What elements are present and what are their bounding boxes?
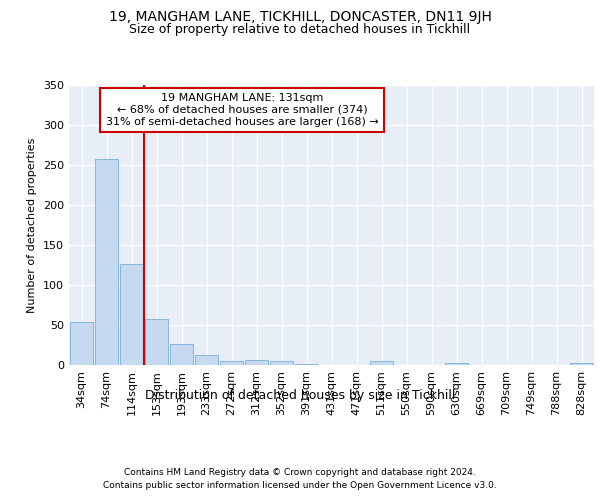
Bar [145,318,169,365]
Bar [370,361,394,365]
Bar [445,362,469,365]
Y-axis label: Number of detached properties: Number of detached properties [28,138,37,312]
Bar [194,356,218,365]
Text: Distribution of detached houses by size in Tickhill: Distribution of detached houses by size … [145,388,455,402]
Text: 19 MANGHAM LANE: 131sqm
← 68% of detached houses are smaller (374)
31% of semi-d: 19 MANGHAM LANE: 131sqm ← 68% of detache… [106,94,379,126]
Bar [245,360,268,365]
Text: Contains HM Land Registry data © Crown copyright and database right 2024.: Contains HM Land Registry data © Crown c… [124,468,476,477]
Bar [269,361,293,365]
Bar [170,344,193,365]
Text: Contains public sector information licensed under the Open Government Licence v3: Contains public sector information licen… [103,482,497,490]
Bar [220,361,244,365]
Bar [70,322,94,365]
Bar [295,364,319,365]
Bar [569,362,593,365]
Text: Size of property relative to detached houses in Tickhill: Size of property relative to detached ho… [130,24,470,36]
Bar [95,160,118,365]
Bar [119,264,143,365]
Text: 19, MANGHAM LANE, TICKHILL, DONCASTER, DN11 9JH: 19, MANGHAM LANE, TICKHILL, DONCASTER, D… [109,10,491,24]
